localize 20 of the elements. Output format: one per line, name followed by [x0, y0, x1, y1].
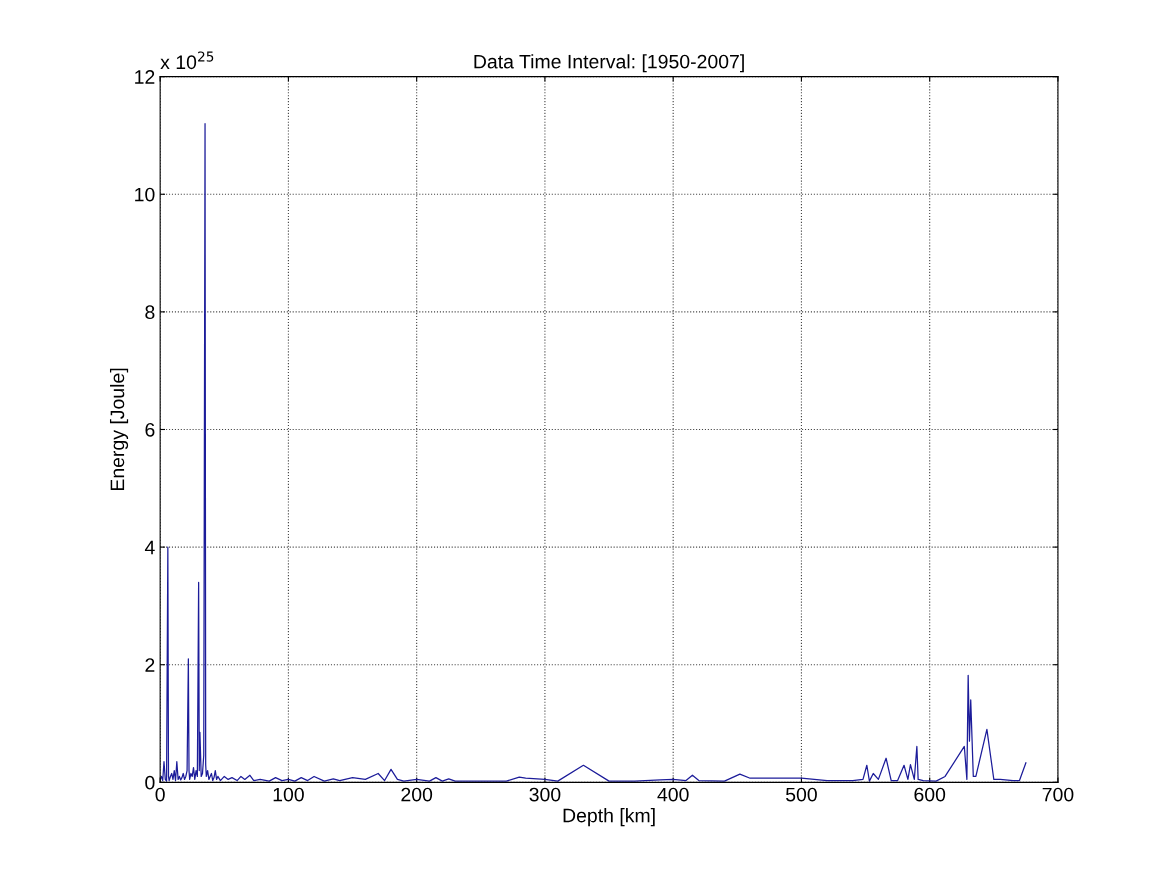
text: x 10$^{25}$ [160, 51, 214, 70]
x-tick-label: 0 [155, 787, 165, 802]
x-tick-label: 600 [914, 787, 946, 802]
y-tick-label: 4 [144, 540, 155, 555]
y-tick-label: 2 [145, 658, 155, 672]
line-series [160, 123, 1027, 782]
y-tick-label: 10 [135, 187, 155, 202]
x-tick-label: 200 [401, 787, 433, 802]
x-tick-label: 500 [785, 787, 817, 802]
x-tick-label: 300 [529, 787, 561, 802]
y-axis-title: Energy [Joule] [109, 368, 129, 491]
x-tick-label: 400 [657, 787, 689, 802]
x-axis-title: Depth [km] [563, 808, 655, 827]
y-tick-label: 8 [145, 305, 155, 320]
y-tick-label: 6 [145, 422, 155, 437]
x-tick-label: 100 [273, 787, 304, 802]
x-tick-label: 700 [1042, 787, 1074, 802]
chart-title: Data Time Interval: [1950-2007] [474, 54, 744, 73]
y-tick-label: 0 [145, 775, 155, 790]
y-tick-label: 12 [135, 70, 155, 84]
